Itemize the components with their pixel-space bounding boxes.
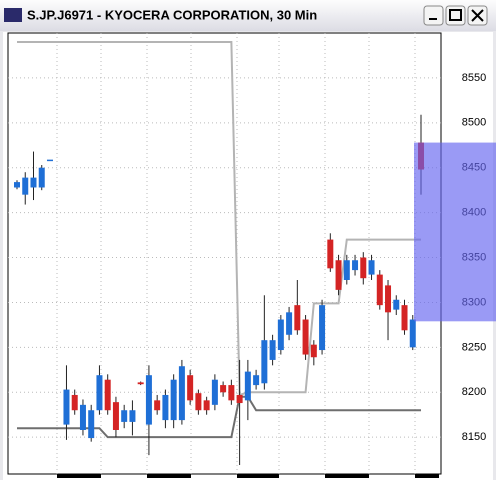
candle-body [38,167,45,188]
candle-body [46,159,53,162]
candle-body [277,319,284,351]
candle-body [286,312,293,335]
candle-body [71,394,78,411]
candle-body [137,382,144,385]
candle-body [104,379,111,411]
candle-body [319,305,326,351]
candle-body [178,366,185,421]
candle-body [162,394,169,421]
candle-body [30,177,37,188]
title-bar [0,0,496,31]
candle-body [203,400,210,411]
candle-body [343,260,350,280]
candle-body [14,182,20,188]
candle-body [401,305,408,331]
candle-body [393,299,400,310]
candle-body [352,260,359,271]
y-tick-label: 8200 [462,386,486,398]
candle-body [195,393,202,411]
close-button[interactable] [467,5,488,26]
candle-body [187,375,194,401]
candle-body [409,319,416,348]
candle-body [269,340,276,360]
candle-body [63,389,70,425]
candle-body [253,375,260,386]
candle-body [376,274,383,306]
indicator-line [17,40,422,397]
y-tick-label: 8250 [462,341,486,353]
candle-body [335,260,342,290]
candle-body [22,177,29,195]
candle-body [302,319,309,355]
x-axis-ticks [57,474,439,478]
candle-body [112,402,119,430]
candle-body [96,375,103,411]
y-tick-label: 8550 [462,72,486,84]
candle-body [236,394,243,404]
candle-body [244,371,251,401]
candle-body [261,340,268,384]
y-tick-label: 8150 [462,431,486,443]
candle-body [385,285,392,313]
candle-body [327,239,334,269]
candle-body [368,260,375,275]
candle-body [88,410,95,439]
candle-body [79,404,86,430]
candle-body [360,257,367,279]
minimize-button[interactable] [423,5,444,26]
app-icon[interactable] [4,8,22,22]
candle-body [170,379,177,421]
highlight-zone [414,142,496,322]
candle-body [220,385,227,393]
maximize-button[interactable] [445,5,466,26]
candle-body [294,305,301,331]
candle-body [211,379,218,405]
candle-body [310,344,317,358]
y-tick-label: 8500 [462,117,486,129]
window-title: S.JP.J6971 - KYOCERA CORPORATION, 30 Min [27,7,317,22]
candle-body [129,410,136,422]
candle-body [228,385,235,401]
candle-body [121,410,128,422]
candle-body [154,400,161,411]
candle-body [145,375,152,425]
